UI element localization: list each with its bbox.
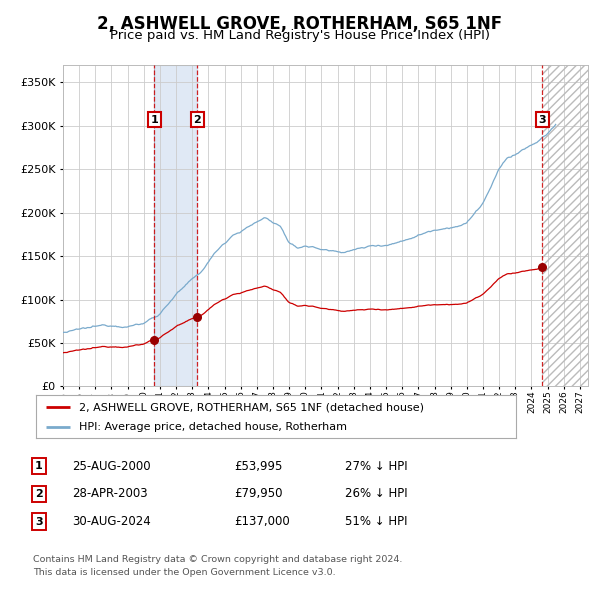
Text: 30-AUG-2024: 30-AUG-2024 [72,515,151,528]
Text: 27% ↓ HPI: 27% ↓ HPI [345,460,407,473]
Text: £137,000: £137,000 [234,515,290,528]
Text: 51% ↓ HPI: 51% ↓ HPI [345,515,407,528]
Text: 2: 2 [194,114,201,124]
Text: This data is licensed under the Open Government Licence v3.0.: This data is licensed under the Open Gov… [33,568,335,577]
Bar [154,65,197,386]
Text: 1: 1 [151,114,158,124]
Bar [542,65,588,386]
Text: 26% ↓ HPI: 26% ↓ HPI [345,487,407,500]
Text: £53,995: £53,995 [234,460,283,473]
Text: 1: 1 [35,461,43,471]
Text: 3: 3 [538,114,546,124]
Text: 2, ASHWELL GROVE, ROTHERHAM, S65 1NF (detached house): 2, ASHWELL GROVE, ROTHERHAM, S65 1NF (de… [79,402,424,412]
Text: Contains HM Land Registry data © Crown copyright and database right 2024.: Contains HM Land Registry data © Crown c… [33,555,403,564]
Text: HPI: Average price, detached house, Rotherham: HPI: Average price, detached house, Roth… [79,422,347,432]
Text: Price paid vs. HM Land Registry's House Price Index (HPI): Price paid vs. HM Land Registry's House … [110,29,490,42]
Bar [542,65,588,386]
Text: 25-AUG-2000: 25-AUG-2000 [72,460,151,473]
Text: 28-APR-2003: 28-APR-2003 [72,487,148,500]
Text: 3: 3 [35,517,43,526]
Text: 2, ASHWELL GROVE, ROTHERHAM, S65 1NF: 2, ASHWELL GROVE, ROTHERHAM, S65 1NF [97,15,503,32]
Text: £79,950: £79,950 [234,487,283,500]
Text: 2: 2 [35,489,43,499]
